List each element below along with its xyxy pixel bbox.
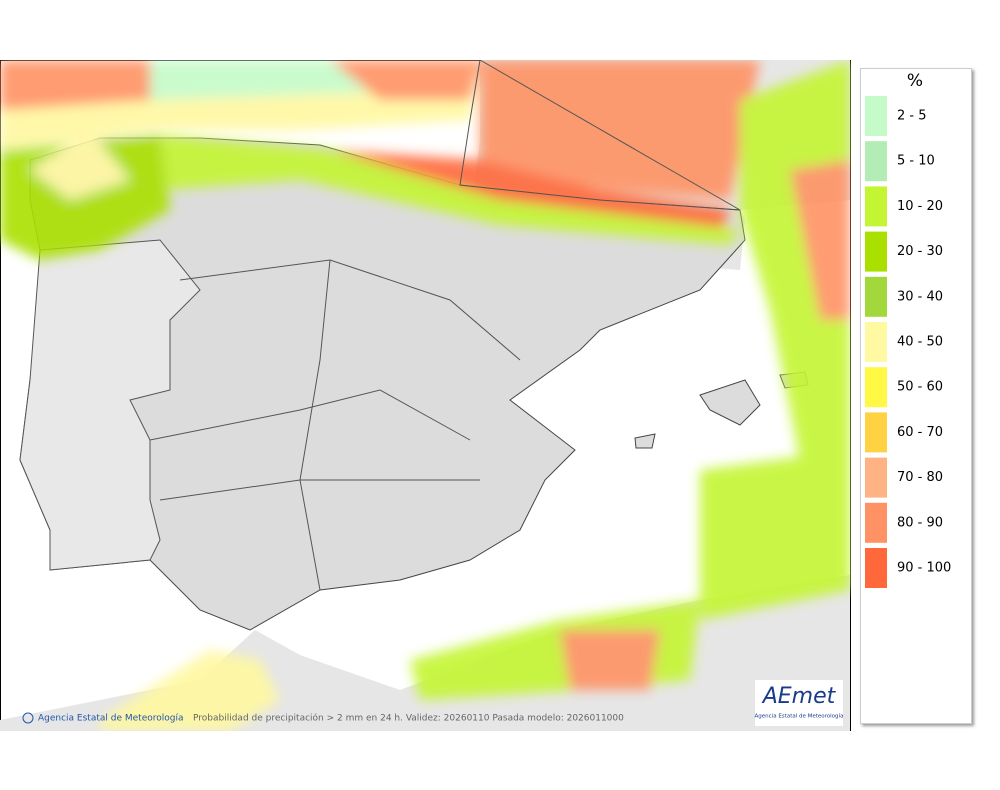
legend-swatch — [865, 457, 887, 498]
portugal — [19, 239, 201, 571]
legend-swatch — [865, 367, 887, 408]
legend: % 2 - 5 5 - 10 10 - 20 20 - 30 30 - 40 40 - 5… — [860, 68, 972, 724]
regions — [149, 259, 521, 591]
legend-label: 60 - 70 — [897, 425, 943, 440]
map: Agencia Estatal de Meteorología Probabil… — [0, 60, 851, 731]
legend-swatch — [865, 412, 887, 453]
legend-label: 40 - 50 — [897, 335, 943, 350]
legend-label: 50 - 60 — [897, 380, 943, 395]
legend-swatch — [865, 548, 887, 588]
border-line — [459, 60, 741, 211]
legend-swatch — [865, 231, 887, 272]
caption: Probabilidad de precipitación > 2 mm en … — [193, 713, 624, 724]
precipitation — [0, 60, 850, 731]
legend-title: % — [907, 71, 923, 91]
legend-swatch — [865, 276, 887, 317]
legend-label: 2 - 5 — [897, 109, 927, 124]
legend-swatch — [865, 502, 887, 543]
credit: Agencia Estatal de Meteorología — [38, 714, 184, 724]
legend-svg: % 2 - 5 5 - 10 10 - 20 20 - 30 30 - 40 40 - 5… — [865, 71, 951, 588]
legend-label: 5 - 10 — [897, 154, 935, 169]
logo: AEmet — [761, 684, 837, 709]
credit-icon — [22, 712, 34, 724]
mallorca — [699, 379, 761, 426]
legend-label: 90 - 100 — [897, 561, 951, 576]
logo-box — [755, 680, 843, 726]
legend-label: 70 - 80 — [897, 470, 943, 485]
legend-label: 20 - 30 — [897, 244, 943, 259]
legend-swatch — [865, 96, 887, 136]
legend-label: 10 - 20 — [897, 199, 943, 214]
legend-swatch — [865, 322, 887, 362]
legend-label: 80 - 90 — [897, 515, 943, 530]
ibiza — [634, 433, 656, 449]
legend-swatch — [865, 141, 887, 182]
legend-swatch — [865, 186, 887, 227]
legend-label: 30 - 40 — [897, 289, 943, 304]
logo-subtitle: Agencia Estatal de Meteorología — [755, 713, 844, 720]
